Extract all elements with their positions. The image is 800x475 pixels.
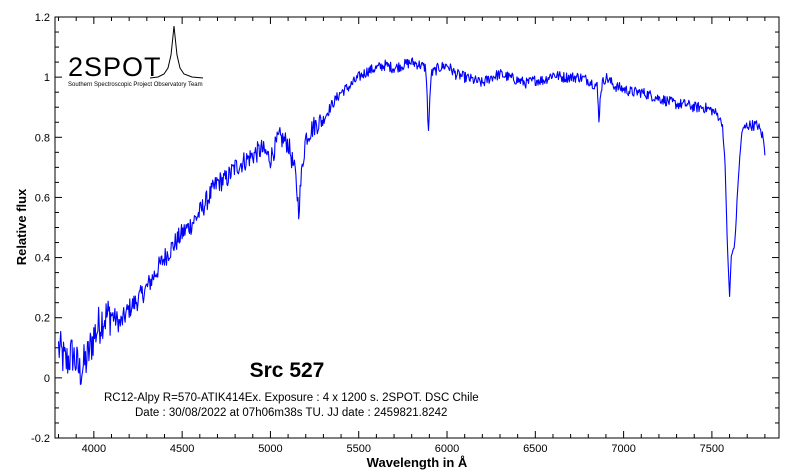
- x-tick-label: 6000: [435, 443, 459, 455]
- x-tick-labels: 4000 4500 5000 5500 6000 6500 7000 7500: [82, 443, 725, 455]
- y-axis-label: Relative flux: [14, 188, 29, 265]
- info-line-1: RC12-Alpy R=570-ATIK414Ex. Exposure : 4 …: [104, 392, 479, 404]
- x-tick-label: 5500: [346, 443, 370, 455]
- x-tick-label: 5000: [258, 443, 282, 455]
- y-tick-label: 1.2: [35, 12, 50, 24]
- x-tick-label: 4000: [82, 443, 106, 455]
- y-tick-label: 0.2: [35, 313, 50, 325]
- y-tick-label: 1: [44, 72, 50, 84]
- logo-spectrum-icon: [149, 25, 204, 79]
- chart-title: Src 527: [250, 359, 325, 382]
- y-tick-label: 0.6: [35, 192, 50, 204]
- logo: 2SPOT Southern Spectroscopic Project Obs…: [68, 25, 204, 88]
- plot-area: [54, 16, 780, 439]
- x-tick-label: 4500: [170, 443, 194, 455]
- axis-ticks: [55, 16, 779, 439]
- y-tick-label: -0.2: [31, 433, 50, 445]
- logo-text: 2SPOT: [68, 52, 162, 82]
- y-tick-label: 0: [44, 373, 50, 385]
- x-axis-label: Wavelength in Å: [367, 455, 468, 470]
- y-tick-labels: -0.2 0 0.2 0.4 0.6 0.8 1 1.2: [31, 12, 50, 445]
- x-tick-label: 6500: [523, 443, 547, 455]
- y-tick-label: 0.8: [35, 132, 50, 144]
- logo-subtitle: Southern Spectroscopic Project Observato…: [68, 82, 203, 88]
- y-tick-label: 0.4: [35, 253, 50, 265]
- x-tick-label: 7000: [611, 443, 635, 455]
- info-line-2: Date : 30/08/2022 at 07h06m38s TU. JJ da…: [135, 407, 447, 419]
- spectrum-line: [57, 57, 766, 385]
- x-tick-label: 7500: [700, 443, 724, 455]
